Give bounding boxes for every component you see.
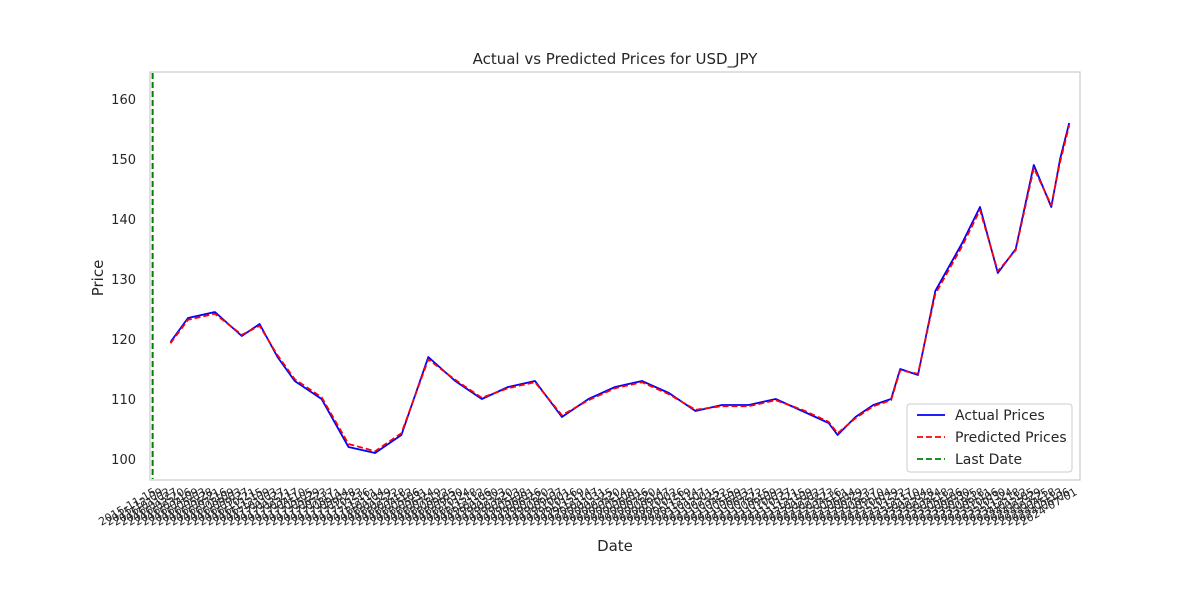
y-tick-label: 140: [111, 213, 136, 228]
y-tick-label: 160: [111, 93, 136, 108]
y-axis: 100 110 120 130 140 150 160: [111, 93, 136, 468]
y-tick-label: 130: [111, 273, 136, 288]
x-axis: 2015-11-152015-12-092016-01-022016-01-27…: [96, 485, 1079, 528]
y-axis-label: Price: [89, 260, 107, 297]
y-tick-label: 120: [111, 333, 136, 348]
plot-area: [151, 73, 1071, 479]
legend-label-predicted-prices: Predicted Prices: [955, 430, 1067, 446]
plot-frame: [149, 71, 1081, 481]
chart-title: Actual vs Predicted Prices for USD_JPY: [473, 50, 759, 69]
legend: Actual Prices Predicted Prices Last Date: [906, 403, 1073, 473]
legend-label-actual-prices: Actual Prices: [955, 408, 1045, 424]
y-tick-label: 110: [111, 393, 136, 408]
y-tick-label: 150: [111, 153, 136, 168]
series-predicted-prices-line: [169, 125, 1071, 453]
x-axis-label: Date: [597, 537, 633, 555]
y-tick-label: 100: [111, 453, 136, 468]
legend-label-last-date: Last Date: [955, 452, 1022, 468]
legend-box: [906, 403, 1073, 473]
